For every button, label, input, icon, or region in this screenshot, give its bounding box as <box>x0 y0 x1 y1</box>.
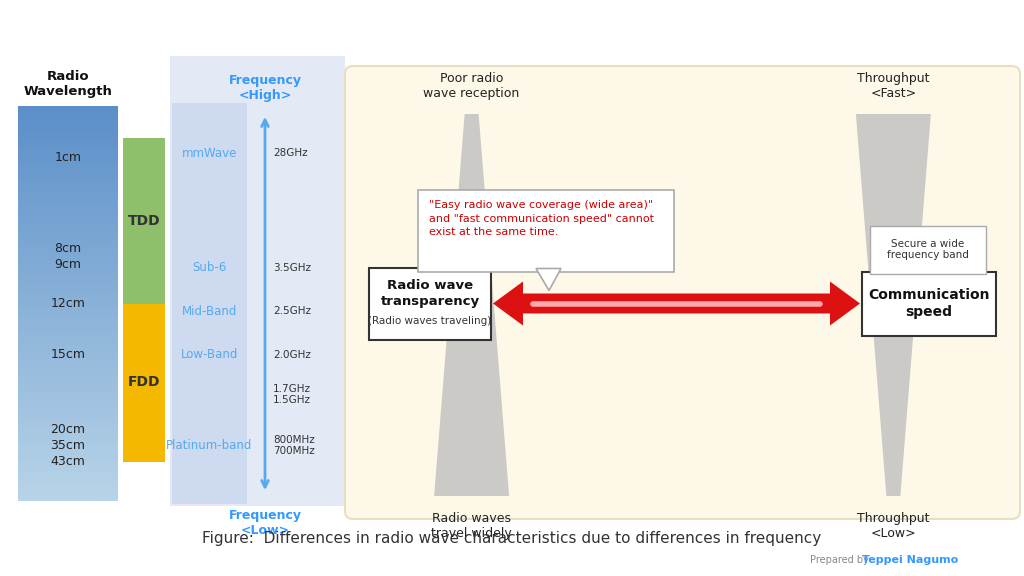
Text: mmWave: mmWave <box>182 147 238 160</box>
Text: Throughput
<Fast>: Throughput <Fast> <box>857 72 930 100</box>
Text: 2.0GHz: 2.0GHz <box>273 350 311 360</box>
Text: 8cm
9cm: 8cm 9cm <box>54 241 82 271</box>
Text: Communication
speed: Communication speed <box>868 289 990 319</box>
Text: Radio waves
travel widely: Radio waves travel widely <box>431 512 512 540</box>
Text: 20cm
35cm
43cm: 20cm 35cm 43cm <box>50 423 85 468</box>
Text: Low-Band: Low-Band <box>181 348 239 361</box>
Polygon shape <box>493 282 860 325</box>
Bar <box>172 103 247 504</box>
Text: Radio wave
transparency: Radio wave transparency <box>381 279 479 308</box>
Text: 12cm: 12cm <box>50 297 85 310</box>
FancyBboxPatch shape <box>862 271 996 335</box>
Text: 15cm: 15cm <box>50 348 85 361</box>
Text: Frequency
<High>: Frequency <High> <box>228 74 301 102</box>
Text: "Easy radio wave coverage (wide area)"
and "fast communication speed" cannot
exi: "Easy radio wave coverage (wide area)" a… <box>429 200 654 237</box>
Text: TDD: TDD <box>128 214 161 228</box>
Text: (Radio waves traveling): (Radio waves traveling) <box>369 316 492 327</box>
Text: Throughput
<Low>: Throughput <Low> <box>857 512 930 540</box>
Text: Radio
Wavelength: Radio Wavelength <box>24 70 113 98</box>
FancyBboxPatch shape <box>369 267 490 339</box>
Text: Mid-Band: Mid-Band <box>182 305 238 318</box>
Text: 1cm: 1cm <box>54 151 82 164</box>
FancyBboxPatch shape <box>870 225 986 274</box>
Text: 2.5GHz: 2.5GHz <box>273 306 311 316</box>
Polygon shape <box>536 268 561 290</box>
Text: Secure a wide
frequency band: Secure a wide frequency band <box>887 238 969 260</box>
Text: 3.5GHz: 3.5GHz <box>273 263 311 273</box>
Text: FDD: FDD <box>128 376 160 389</box>
FancyBboxPatch shape <box>345 66 1020 519</box>
Text: 1.7GHz
1.5GHz: 1.7GHz 1.5GHz <box>273 384 311 405</box>
Text: Teppei Nagumo: Teppei Nagumo <box>862 555 958 565</box>
FancyBboxPatch shape <box>418 190 674 271</box>
Bar <box>123 304 165 461</box>
Text: 28GHz: 28GHz <box>273 149 307 158</box>
Text: Figure:  Differences in radio wave characteristics due to differences in frequen: Figure: Differences in radio wave charac… <box>203 530 821 545</box>
Polygon shape <box>856 114 931 496</box>
Text: Prepared by: Prepared by <box>810 555 869 565</box>
Text: 800MHz
700MHz: 800MHz 700MHz <box>273 435 314 456</box>
Text: Platinum-band: Platinum-band <box>166 439 253 452</box>
Polygon shape <box>434 114 509 496</box>
Bar <box>123 138 165 304</box>
Text: Poor radio
wave reception: Poor radio wave reception <box>424 72 520 100</box>
Text: Frequency
<Low>: Frequency <Low> <box>228 509 301 537</box>
Text: Sub-6: Sub-6 <box>193 262 226 274</box>
Bar <box>170 56 345 506</box>
